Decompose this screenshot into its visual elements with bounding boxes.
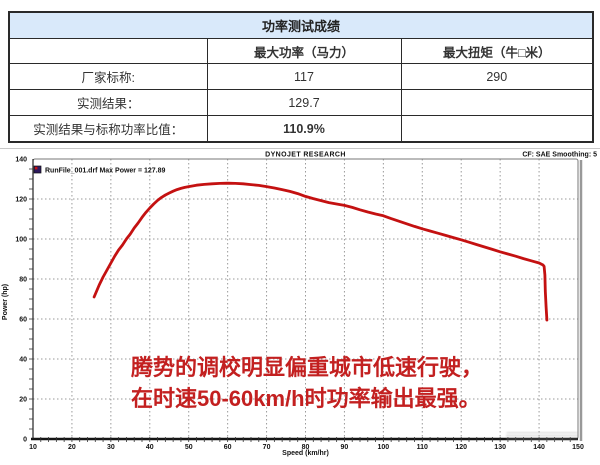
x-tick-label: 110 bbox=[417, 444, 428, 451]
row-label: 厂家标称: bbox=[8, 63, 208, 90]
y-tick-label: 60 bbox=[19, 317, 27, 324]
x-axis-title: Speed (km/hr) bbox=[282, 450, 329, 457]
factory-torque-value: 290 bbox=[400, 63, 594, 90]
column-header-empty bbox=[8, 38, 208, 64]
dyno-chart-canvas: 10 20 30 40 50 60 70 80 90 100 110 120 130 140 150 0 20 4… bbox=[2, 152, 597, 458]
x-tick-label: 130 bbox=[494, 444, 506, 451]
x-tick-label: 120 bbox=[455, 444, 467, 451]
measured-power-value: 129.7 bbox=[206, 89, 402, 116]
section-divider bbox=[0, 148, 600, 149]
power-test-table: 功率测试成绩 最大功率（马力） 最大扭矩（牛□米） 厂家标称: 117 290 … bbox=[8, 11, 594, 143]
y-tick-label: 20 bbox=[19, 397, 27, 404]
column-header-max-power: 最大功率（马力） bbox=[206, 38, 402, 64]
power-test-table-wrap: 功率测试成绩 最大功率（马力） 最大扭矩（牛□米） 厂家标称: 117 290 … bbox=[8, 11, 594, 143]
chart-title: DYNOJET RESEARCH bbox=[265, 152, 346, 159]
x-tick-label: 60 bbox=[224, 444, 232, 451]
row-label: 实测结果与标称功率比值： bbox=[8, 115, 208, 143]
annotation-line-2: 在时速50-60km/h时功率输出最强。 bbox=[131, 386, 481, 411]
x-tick-label: 80 bbox=[302, 444, 310, 451]
y-tick-label: 0 bbox=[23, 437, 27, 444]
x-tick-label: 70 bbox=[263, 444, 271, 451]
table-row-measured: 实测结果： 129.7 bbox=[8, 89, 594, 116]
x-tick-label: 40 bbox=[146, 444, 154, 451]
column-header-max-torque: 最大扭矩（牛□米） bbox=[400, 38, 594, 64]
smoothing-note: CF: SAE Smoothing: 5 bbox=[522, 152, 597, 159]
power-curve bbox=[92, 181, 549, 322]
x-tick-label: 150 bbox=[572, 444, 584, 451]
row-label: 实测结果： bbox=[8, 89, 208, 116]
chart-annotation: 腾势的调校明显偏重城市低速行驶， 在时速50-60km/h时功率输出最强。 bbox=[131, 352, 483, 414]
y-tick-label: 80 bbox=[19, 277, 27, 284]
x-tick-label: 10 bbox=[29, 444, 37, 451]
legend-marker-accent bbox=[34, 166, 38, 170]
watermark-smudge bbox=[506, 432, 578, 441]
table-row-factory-rated: 厂家标称: 117 290 bbox=[8, 63, 594, 90]
ratio-torque-value bbox=[400, 115, 594, 143]
legend-label: RunFile_001.drf Max Power = 127.89 bbox=[45, 168, 166, 175]
y-tick-label: 100 bbox=[15, 237, 27, 244]
x-tick-label: 30 bbox=[107, 444, 115, 451]
x-tick-label: 20 bbox=[68, 444, 76, 451]
x-tick-label: 140 bbox=[533, 444, 545, 451]
y-tick-label: 40 bbox=[19, 357, 27, 364]
x-tick-label: 90 bbox=[341, 444, 349, 451]
annotation-line-1: 腾势的调校明显偏重城市低速行驶， bbox=[131, 355, 484, 380]
table-title: 功率测试成绩 bbox=[8, 11, 594, 39]
dyno-chart: 10 20 30 40 50 60 70 80 90 100 110 120 130 140 150 0 20 4… bbox=[0, 150, 600, 465]
legend-marker-icon bbox=[33, 165, 42, 174]
x-tick-label: 100 bbox=[378, 444, 390, 451]
x-tick-label: 50 bbox=[185, 444, 193, 451]
y-tick-label: 140 bbox=[15, 157, 27, 164]
y-axis-title: Power (hp) bbox=[2, 284, 9, 320]
measured-torque-value bbox=[400, 89, 594, 116]
power-ratio-value: 110.9% bbox=[206, 115, 402, 143]
y-tick-label: 120 bbox=[15, 197, 27, 204]
factory-power-value: 117 bbox=[206, 63, 402, 90]
table-row-ratio: 实测结果与标称功率比值： 110.9% bbox=[8, 115, 594, 143]
